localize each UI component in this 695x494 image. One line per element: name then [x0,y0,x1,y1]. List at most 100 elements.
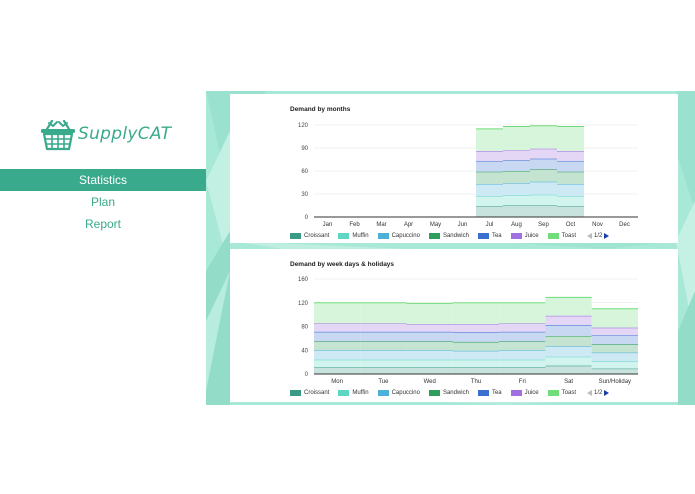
chart-legend: Croissant Muffin Capuccino Sandwich Tea … [290,231,610,241]
x-tick-label: Jan [323,222,333,228]
legend-item[interactable]: Croissant [290,390,329,396]
area-segment [591,335,638,345]
legend-swatch [547,390,559,396]
area-segment [591,368,638,374]
x-tick-label: Sep [538,222,549,228]
area-segment [406,324,453,332]
nav-item-plan[interactable]: Plan [90,195,116,209]
area-segment [360,302,407,324]
area-segment [545,325,592,336]
legend-page-label: 1/2 [594,233,603,239]
area-segment [557,151,584,162]
area-segment [476,206,503,217]
legend-item[interactable]: Sandwich [428,233,469,239]
area-segment [406,359,453,368]
legend-label: Toast [561,390,576,396]
next-page-icon[interactable] [604,233,610,239]
area-segment [503,150,530,161]
legend-swatch [290,233,301,239]
legend-item[interactable]: Tea [477,390,502,396]
area-segment [591,308,638,328]
legend-item[interactable]: Sandwich [428,390,469,396]
legend-label: Juice [524,390,539,396]
legend-item[interactable]: Juice [510,233,539,239]
area-segment [503,205,530,217]
area-segment [452,367,500,374]
next-page-icon[interactable] [604,390,610,396]
legend-item[interactable]: Toast [547,390,576,396]
nav-item-statistics[interactable]: Statistics [0,169,206,191]
area-segment [503,126,530,151]
chart-card-weekdays: Demand by week days & holidays 0 40 80 120 1… [230,249,678,402]
area-segment [452,302,500,325]
legend-swatch [338,390,350,396]
legend-swatch [477,390,489,396]
chart-legend: Croissant Muffin Capuccino Sandwich Tea … [290,388,610,398]
legend-swatch [428,390,440,396]
legend-pager: 1/2 [587,390,610,396]
area-segment [314,367,361,374]
x-tick-label: Fri [519,379,526,385]
area-segment [557,196,584,207]
legend-swatch [428,233,440,239]
y-tick-label: 60 [301,169,308,175]
area-segment [476,184,503,197]
legend-swatch [290,390,301,396]
legend-swatch [510,390,522,396]
y-tick-label: 30 [301,192,308,198]
x-tick-label: Nov [592,222,603,228]
legend-item[interactable]: Muffin [338,390,369,396]
area-segment [557,184,584,197]
prev-page-icon[interactable] [587,233,592,239]
area-segment [499,302,546,324]
legend-label: Muffin [352,390,369,396]
area-segment [591,361,638,369]
sidebar-nav: Statistics Plan Report [0,169,206,235]
legend-item[interactable]: Tea [477,233,502,239]
chart-card-months: Demand by months 0 30 60 90 120 Jan Feb Mar Apr M… [230,94,678,243]
area-segment [530,158,557,170]
legend-item[interactable]: Capuccino [377,233,420,239]
basket-icon [41,119,75,151]
area-segment [557,126,584,152]
legend-item[interactable]: Croissant [290,233,329,239]
area-segment [530,194,557,206]
x-tick-label: Tue [378,379,389,385]
area-segment [406,341,453,351]
legend-swatch [547,233,559,239]
area-segment [503,183,530,196]
area-segment [503,195,530,206]
x-tick-label: Aug [511,222,522,228]
area-segment [406,303,453,325]
area-segment [557,171,584,185]
legend-label: Croissant [304,390,330,396]
area-segment [530,205,557,217]
area-segment [499,350,546,360]
legend-item[interactable]: Toast [547,233,576,239]
area-segment [360,341,407,351]
area-segment [545,315,592,326]
y-tick-label: 90 [301,146,308,152]
area-segment [452,332,500,342]
area-segment [476,128,503,152]
x-tick-label: Feb [349,222,360,228]
legend-label: Tea [491,390,502,396]
legend-item[interactable]: Juice [510,390,539,396]
legend-item[interactable]: Capuccino [377,390,420,396]
nav-item-report[interactable]: Report [84,217,122,231]
area-segment [476,196,503,207]
area-segment [452,350,500,360]
area-segment [545,346,592,357]
y-tick-label: 120 [298,123,309,129]
area-segment [499,341,546,351]
area-segment [499,359,546,368]
legend-label: Capuccino [391,390,420,396]
legend-swatch [377,233,389,239]
area-segment [545,336,592,347]
prev-page-icon[interactable] [587,390,592,396]
area-segment [406,367,453,374]
legend-item[interactable]: Muffin [338,233,369,239]
area-segment [314,323,361,332]
legend-swatch [477,233,489,239]
app-logo: SupplyCAT [40,118,171,154]
